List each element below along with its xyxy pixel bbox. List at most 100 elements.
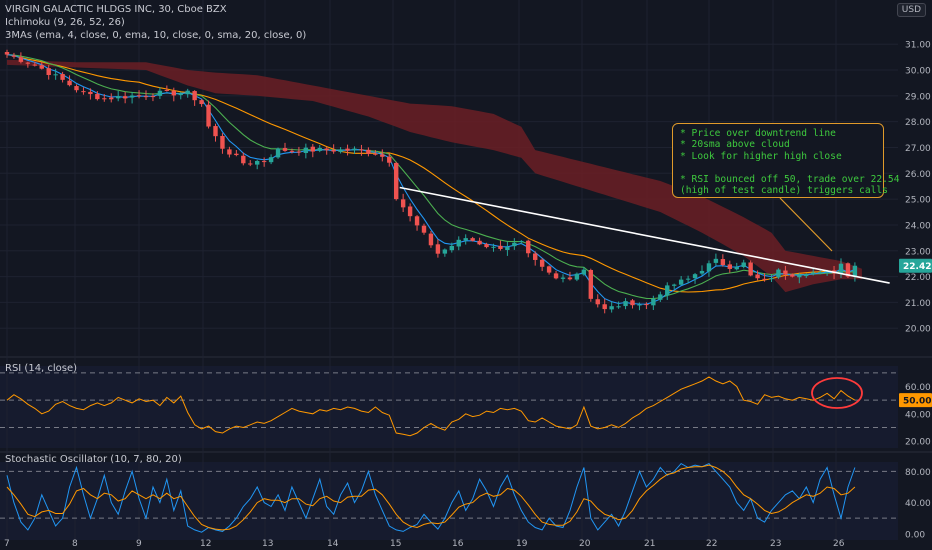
candle-body [797,275,802,278]
candle-body [484,244,489,248]
pane-background [0,366,898,448]
annotation-pointer [779,197,833,252]
candle-body [213,126,218,137]
candle-body [421,225,427,233]
candle-body [748,262,753,276]
time-tick-label: 21 [644,539,655,549]
candle-body [463,238,468,241]
candle-body [407,206,413,217]
rsi-value-label: 50.00 [903,397,931,407]
candle-body [588,269,593,299]
rsi-line [6,376,856,437]
candle-body [282,148,288,151]
candle-body [776,269,781,278]
candle-body [352,148,357,151]
candle-body [331,150,336,152]
candle-body [817,272,823,274]
candle-body [672,284,677,286]
candle-body [88,91,93,95]
symbol-legend[interactable]: VIRGIN GALACTIC HLDGS INC, 30, Cboe BZX [5,4,227,15]
candle-body [595,299,600,305]
downtrend-line [399,186,890,284]
candle-body [157,90,163,96]
stoch-tick-label: 0.00 [905,530,925,540]
time-tick-label: 22 [706,539,717,549]
candle-body [574,273,580,280]
candle-body [11,55,17,57]
candle-body [637,304,642,306]
candle-body [658,294,663,300]
candle-body [178,93,183,96]
annotation-line [680,162,876,173]
candle-body [81,91,86,93]
price-tick-label: 20.00 [905,325,931,335]
stoch-k-line [6,462,856,533]
candle-body [651,298,656,306]
candle-body [39,65,44,69]
candle-body [720,259,726,266]
candle-body [60,74,65,80]
candle-body [644,304,649,306]
rsi-legend[interactable]: RSI (14, close) [5,363,78,374]
candle-body [116,96,121,99]
candle-body [567,277,573,280]
candle-body [790,274,795,277]
rsi-tick-label: 40.00 [905,410,931,420]
candle-body [359,149,364,151]
candle-body [380,154,385,157]
candle-body [553,273,559,279]
stoch-tick-label: 80.00 [905,468,931,478]
price-tick-label: 31.00 [905,41,931,51]
candle-body [171,90,176,96]
stoch-tick-label: 40.00 [905,499,931,509]
candle-body [609,306,614,310]
price-axis: 20.00 21.00 22.00 23.00 24.00 25.00 26.00 27.00… [899,41,932,540]
candle-body [18,57,24,62]
candle-body [67,80,72,86]
candle-body [533,253,538,260]
candle-body [428,233,434,246]
candle-body [102,98,107,100]
candle-body [505,246,510,251]
ichimoku-legend[interactable]: Ichimoku (9, 26, 52, 26) [5,17,125,28]
candle-body [387,156,392,163]
moving-averages [6,54,856,305]
candle-body [706,263,712,272]
candle-body [678,279,684,285]
candle-body [665,285,670,296]
candle-body [150,96,156,98]
time-tick-label: 16 [452,539,464,549]
candle-body [241,155,246,164]
mas-legend[interactable]: 3MAs (ema, 4, close, 0, ema, 10, close, … [5,30,307,41]
stoch-legend[interactable]: Stochastic Oscillator (10, 7, 80, 20) [5,454,182,465]
candle-body [192,91,197,101]
sma20-line [6,54,855,293]
annotation-line: * 20sma above cloud [680,139,790,151]
candles [4,49,858,314]
currency-badge[interactable]: USD [896,3,926,17]
candle-body [623,301,628,307]
candle-body [783,270,788,275]
ichimoku-cloud [7,59,862,293]
candle-body [470,238,475,241]
price-tick-label: 29.00 [905,92,931,102]
candle-body [366,149,371,154]
candle-body [630,300,635,306]
candle-body [811,272,816,274]
candle-body [338,149,343,152]
last-price-badge [899,258,932,273]
candle-body [498,245,503,249]
candle-body [122,96,128,99]
ema10-line [6,54,855,300]
candle-body [539,259,545,267]
candle-body [199,100,204,105]
candle-body [373,153,378,155]
candle-body [699,270,705,274]
candle-body [53,74,58,76]
candle-body [46,68,51,75]
candle-body [143,96,149,98]
time-tick-label: 26 [833,539,845,549]
candle-body [324,148,329,151]
last-price-label: 22.42 [903,262,931,272]
